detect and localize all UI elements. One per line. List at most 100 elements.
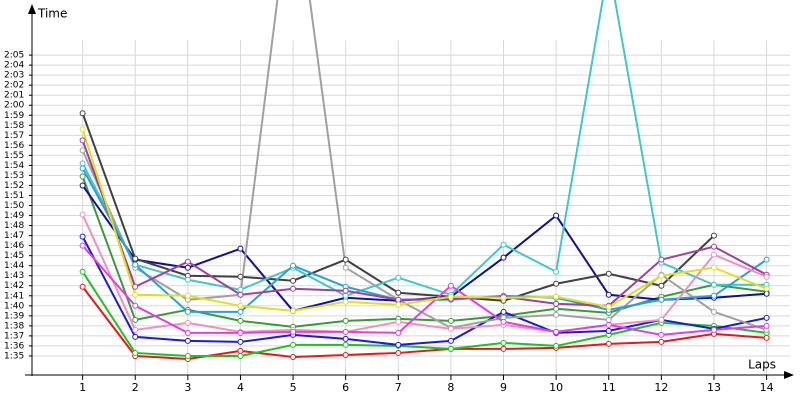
point xyxy=(763,290,770,297)
point xyxy=(605,303,612,310)
point xyxy=(553,305,560,312)
y-tick-label: 1:43 xyxy=(4,271,24,281)
point xyxy=(132,326,139,333)
y-tick-label: 1:46 xyxy=(4,241,24,251)
point xyxy=(132,302,139,309)
point xyxy=(447,317,454,324)
y-tick-label: 1:41 xyxy=(4,291,24,301)
y-tick-label: 2:04 xyxy=(4,61,24,71)
x-tick-label: 9 xyxy=(500,381,507,394)
point xyxy=(342,317,349,324)
point xyxy=(184,292,191,299)
point xyxy=(342,328,349,335)
grid xyxy=(32,40,790,375)
y-arrow xyxy=(28,4,36,14)
series-line xyxy=(81,129,767,312)
point xyxy=(395,289,402,296)
point xyxy=(342,292,349,299)
point xyxy=(290,341,297,348)
point xyxy=(184,319,191,326)
y-tick-label: 1:50 xyxy=(4,201,24,211)
point xyxy=(342,341,349,348)
point xyxy=(79,233,86,240)
x-tick-label: 14 xyxy=(760,381,774,394)
point xyxy=(184,276,191,283)
x-tick-label: 3 xyxy=(184,381,191,394)
point xyxy=(763,334,770,341)
point xyxy=(79,242,86,249)
point xyxy=(500,254,507,261)
point xyxy=(553,311,560,318)
y-tick-label: 1:51 xyxy=(4,191,24,201)
point xyxy=(132,283,139,290)
point xyxy=(447,293,454,300)
point xyxy=(500,241,507,248)
point xyxy=(290,307,297,314)
point xyxy=(237,317,244,324)
series-line xyxy=(81,176,767,328)
point xyxy=(395,296,402,303)
x-tick-label: 6 xyxy=(342,381,349,394)
point xyxy=(79,137,86,144)
point xyxy=(658,316,665,323)
series-line xyxy=(81,286,767,360)
x-tick-label: 2 xyxy=(132,381,139,394)
point xyxy=(79,147,86,154)
y-tick-label: 2:05 xyxy=(4,51,24,61)
point xyxy=(500,308,507,315)
point xyxy=(447,282,454,289)
point xyxy=(763,322,770,329)
series-line xyxy=(81,140,768,307)
point xyxy=(342,335,349,342)
point xyxy=(132,316,139,323)
point xyxy=(237,291,244,298)
x-arrow xyxy=(784,371,794,379)
y-tick-label: 1:52 xyxy=(4,181,24,191)
point xyxy=(553,293,560,300)
point xyxy=(184,329,191,336)
point xyxy=(553,300,560,307)
x-tick-label: 7 xyxy=(395,381,402,394)
x-tick-label: 8 xyxy=(447,381,454,394)
point xyxy=(342,256,349,263)
y-tick-label: 1:37 xyxy=(4,331,24,341)
series-line xyxy=(81,271,767,357)
point xyxy=(237,347,244,354)
y-tick-label: 1:58 xyxy=(4,121,24,131)
point xyxy=(237,338,244,345)
point xyxy=(237,352,244,359)
point xyxy=(132,333,139,340)
point xyxy=(79,211,86,218)
point xyxy=(342,264,349,271)
point xyxy=(132,349,139,356)
x-tick-label: 12 xyxy=(654,381,668,394)
point xyxy=(290,328,297,335)
point xyxy=(184,352,191,359)
x-tick-label: 11 xyxy=(602,381,616,394)
x-tick-label: 10 xyxy=(549,381,563,394)
point xyxy=(500,345,507,352)
point xyxy=(605,321,612,328)
y-tick-label: 2:02 xyxy=(4,81,24,91)
y-tick-label: 1:39 xyxy=(4,311,24,321)
point xyxy=(447,337,454,344)
point xyxy=(763,314,770,321)
point xyxy=(553,342,560,349)
y-tick-label: 1:48 xyxy=(4,221,24,231)
series-line xyxy=(81,184,767,312)
point xyxy=(763,273,770,280)
y-tick-label: 1:38 xyxy=(4,321,24,331)
point xyxy=(605,316,612,323)
point xyxy=(553,328,560,335)
point xyxy=(710,264,717,271)
point xyxy=(342,351,349,358)
y-tick-label: 1:36 xyxy=(4,341,24,351)
point xyxy=(447,325,454,332)
y-tick-label: 1:53 xyxy=(4,171,24,181)
series-line xyxy=(81,244,767,336)
point xyxy=(447,345,454,352)
point xyxy=(237,308,244,315)
y-tick-label: 2:01 xyxy=(4,91,24,101)
x-tick-label: 13 xyxy=(707,381,721,394)
y-tick-label: 1:40 xyxy=(4,301,24,311)
